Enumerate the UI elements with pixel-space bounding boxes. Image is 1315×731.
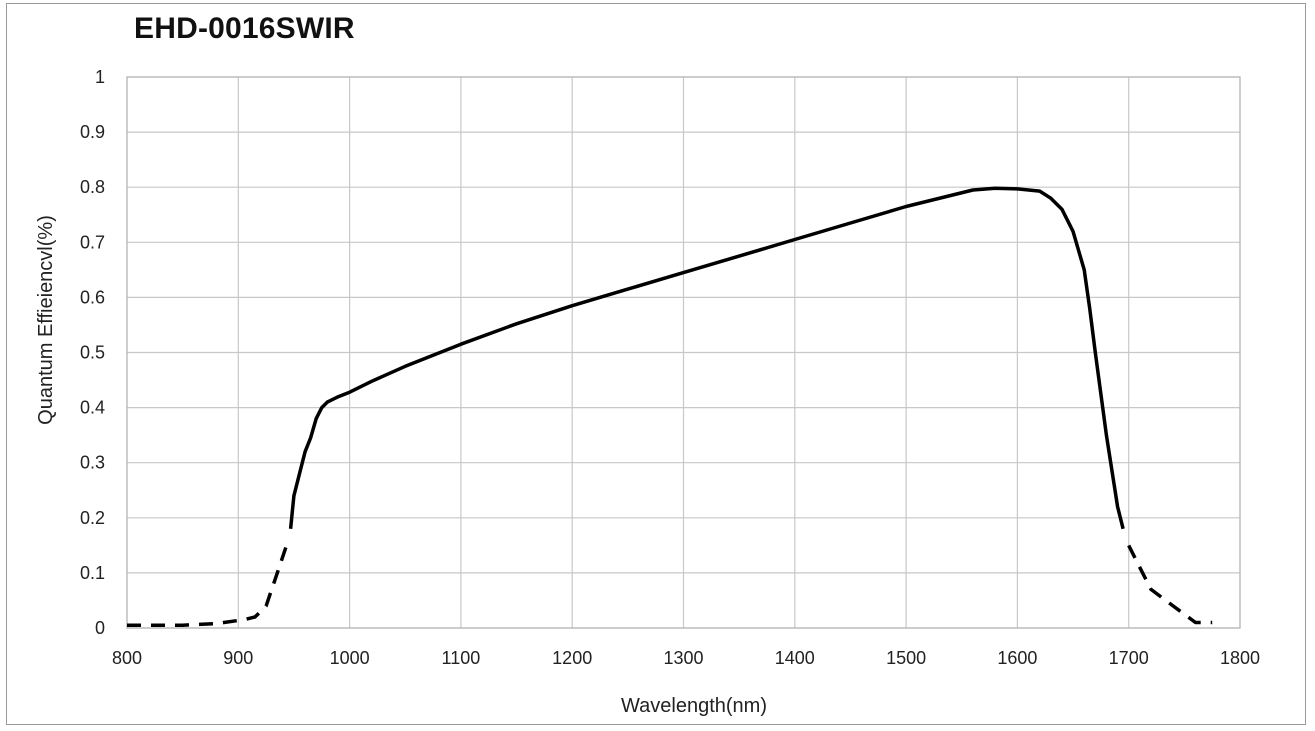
grid xyxy=(126,76,1241,629)
y-tick-label: 0.8 xyxy=(80,177,105,197)
y-tick-label: 0.2 xyxy=(80,508,105,528)
y-tick-label: 0 xyxy=(95,618,105,638)
y-tick-label: 0.9 xyxy=(80,122,105,142)
tick-labels: 800 900 1000 1100 1200 1300 1400 1500 1600 1700 18… xyxy=(80,67,1260,668)
x-tick-label: 1300 xyxy=(663,648,703,668)
qe-curve-solid-segment xyxy=(288,186,1125,530)
y-tick-label: 0.5 xyxy=(80,343,105,363)
x-tick-label: 1000 xyxy=(330,648,370,668)
x-tick-label: 1400 xyxy=(775,648,815,668)
chart-title: EHD-0016SWIR xyxy=(134,12,355,45)
x-tick-label: 1500 xyxy=(886,648,926,668)
x-tick-label: 1200 xyxy=(552,648,592,668)
x-tick-label: 900 xyxy=(223,648,253,668)
x-tick-label: 800 xyxy=(112,648,142,668)
y-tick-label: 0.7 xyxy=(80,232,105,252)
axes xyxy=(126,76,1241,629)
y-tick-label: 0.4 xyxy=(80,398,105,418)
qe-curve-dashed-segment xyxy=(1127,544,1213,625)
y-axis-title: Quantum Effieiencvl(%) xyxy=(35,215,57,425)
x-axis-title: Wavelength(nm) xyxy=(621,695,767,717)
series-layer xyxy=(127,186,1213,627)
y-tick-label: 0.3 xyxy=(80,453,105,473)
y-tick-label: 0.1 xyxy=(80,563,105,583)
chart-frame xyxy=(6,3,1306,725)
y-tick-label: 1 xyxy=(95,67,105,87)
plot-area-border xyxy=(126,76,1241,629)
x-tick-label: 1100 xyxy=(442,648,481,668)
x-tick-label: 1600 xyxy=(997,648,1037,668)
qe-curve-dashed-segment xyxy=(127,539,291,627)
x-tick-label: 1800 xyxy=(1220,648,1260,668)
y-tick-label: 0.6 xyxy=(80,287,105,307)
x-tick-label: 1700 xyxy=(1109,648,1149,668)
